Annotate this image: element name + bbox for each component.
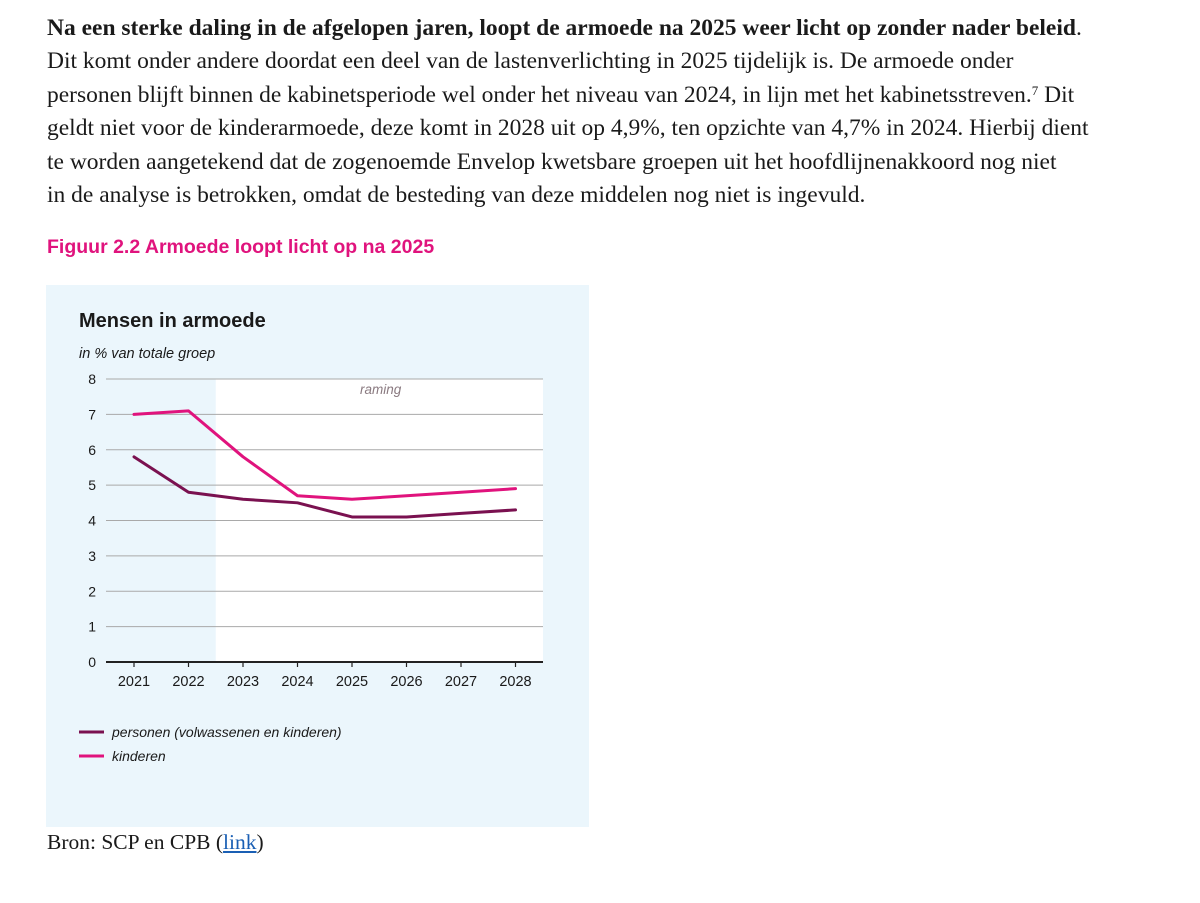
source-suffix: ) xyxy=(256,830,264,854)
x-tick-labels: 2021 2022 2023 2024 2025 2026 2027 2028 xyxy=(118,674,532,690)
y-tick-label: 1 xyxy=(88,619,96,635)
legend-label: kinderen xyxy=(112,748,166,764)
x-tick-label: 2025 xyxy=(336,674,368,690)
legend: personen (volwassenen en kinderen) kinder… xyxy=(79,724,342,764)
y-tick-label: 5 xyxy=(88,477,96,493)
y-tick-label: 0 xyxy=(88,654,96,670)
forecast-annotation: raming xyxy=(360,382,402,397)
legend-item: kinderen xyxy=(79,748,166,764)
x-tick-label: 2022 xyxy=(172,674,204,690)
y-tick-label: 7 xyxy=(88,406,96,422)
y-tick-label: 3 xyxy=(88,548,96,564)
paragraph-line-6: in de analyse is betrokken, omdat de bes… xyxy=(47,182,866,209)
figure-title: Figuur 2.2 Armoede loopt licht op na 202… xyxy=(47,236,435,258)
paragraph-line-5: te worden aangetekend dat de zogenoemde … xyxy=(47,148,1057,175)
paragraph-lead-end: . xyxy=(1075,15,1082,41)
x-tick-label: 2026 xyxy=(390,674,422,690)
y-tick-labels: 0 1 2 3 4 5 6 7 8 xyxy=(88,371,96,670)
paragraph-line-4: geldt niet voor de kinderarmoede, deze k… xyxy=(47,115,1089,142)
paragraph-line-3: personen blijft binnen de kabinetsperiod… xyxy=(47,81,1032,108)
legend-item: personen (volwassenen en kinderen) xyxy=(79,724,342,740)
x-tick-label: 2028 xyxy=(499,674,531,690)
series-lines xyxy=(132,409,517,519)
legend-label: personen (volwassenen en kinderen) xyxy=(111,724,342,740)
x-tick-label: 2023 xyxy=(227,674,259,690)
x-tick-label: 2021 xyxy=(118,674,150,690)
chart-subtitle: in % van totale groep xyxy=(79,346,215,362)
paragraph-lead: Na een sterke daling in de afgelopen jar… xyxy=(47,15,1076,41)
paragraph-line-2: Dit komt onder andere doordat een deel v… xyxy=(47,48,1014,75)
source-link[interactable]: link xyxy=(223,830,257,854)
chart-title: Mensen in armoede xyxy=(79,310,266,332)
source-line: Bron: SCP en CPB (link) xyxy=(47,830,264,855)
series-line-personen xyxy=(132,455,517,519)
source-prefix: Bron: SCP en CPB ( xyxy=(47,830,224,854)
paragraph-line-3-end: Dit xyxy=(1038,81,1075,108)
y-tick-label: 8 xyxy=(88,371,96,387)
y-tick-label: 6 xyxy=(88,442,96,458)
x-tick-label: 2024 xyxy=(281,674,313,690)
series-line-kinderen xyxy=(132,409,517,501)
body-paragraph: Na een sterke daling in de afgelopen jar… xyxy=(47,12,1167,212)
footnote-ref[interactable]: 7 xyxy=(1031,82,1039,98)
y-tick-label: 4 xyxy=(88,513,96,529)
y-tick-label: 2 xyxy=(88,583,96,599)
x-tick-label: 2027 xyxy=(445,674,477,690)
